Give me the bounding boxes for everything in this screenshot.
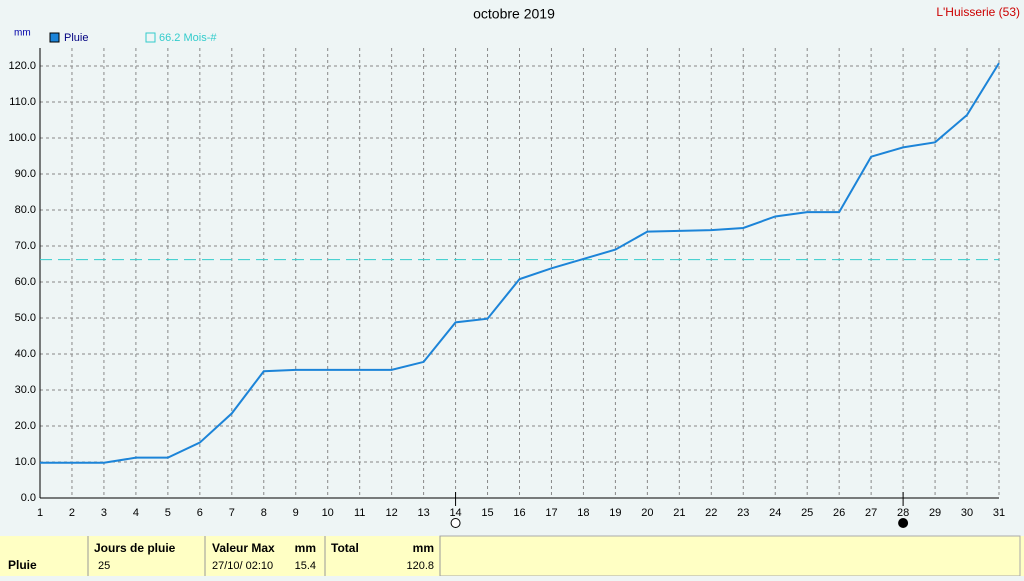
y-tick-label: 110.0 [9,96,36,108]
station: L'Huisserie (53) [936,5,1020,19]
x-tick-label: 15 [481,507,493,519]
cell: 25 [98,560,110,572]
x-tick-label: 31 [993,507,1005,519]
y-tick-label: 40.0 [15,348,36,360]
x-tick-label: 24 [769,507,781,519]
x-tick-label: 22 [705,507,717,519]
y-tick-label: 90.0 [15,168,36,180]
cell: 27/10/ 02:10 [212,560,273,572]
cell: 15.4 [295,560,316,572]
x-tick-label: 28 [897,507,909,519]
x-tick-label: 7 [229,507,235,519]
header: Jours de pluie [94,541,176,555]
x-tick-label: 5 [165,507,171,519]
y-tick-label: 10.0 [15,456,36,468]
y-tick-label: 100.0 [8,132,36,144]
x-tick-label: 27 [865,507,877,519]
x-tick-label: 21 [673,507,685,519]
header: mm [295,541,316,555]
x-tick-label: 11 [354,507,365,519]
x-tick-label: 16 [513,507,525,519]
header: Valeur Max [212,541,275,555]
legend-label: Pluie [64,32,88,44]
x-tick-label: 26 [833,507,845,519]
row-label: Pluie [8,558,37,572]
header: mm [413,541,434,555]
legend-label: 66.2 Mois-# [159,32,217,44]
x-tick-label: 23 [737,507,749,519]
y-tick-label: 80.0 [15,204,36,216]
x-tick-label: 4 [133,507,139,519]
y-tick-label: 20.0 [15,420,36,432]
y-tick-label: 30.0 [15,384,36,396]
x-tick-label: 6 [197,507,203,519]
x-tick-label: 20 [641,507,653,519]
x-tick-label: 18 [577,507,589,519]
moon-phase [898,518,909,528]
y-tick-label: 120.0 [8,60,36,72]
x-tick-label: 12 [386,507,398,519]
header: Total [331,541,359,555]
cell: 120.8 [406,560,434,572]
x-tick-label: 13 [417,507,429,519]
x-tick-label: 19 [609,507,621,519]
x-tick-label: 2 [69,507,75,519]
y-tick-label: 50.0 [15,312,36,324]
x-tick-label: 29 [929,507,941,519]
y-tick-label: 70.0 [15,240,36,252]
legend-swatch [145,32,156,43]
series-line [40,62,1000,464]
y-tick-label: 60.0 [15,276,36,288]
x-tick-label: 8 [261,507,267,519]
x-tick-label: 25 [801,507,813,519]
table-empty [439,535,1021,577]
y-tick-label: 0.0 [21,492,36,504]
x-tick-label: 1 [37,507,43,519]
x-tick-label: 10 [322,507,334,519]
legend-swatch [49,32,60,43]
y-unit: mm [14,28,31,39]
summary-table: Jours de pluie Valeur Max mm Total mm Pl… [0,535,1024,577]
x-tick-label: 9 [293,507,299,519]
x-tick-label: 30 [961,507,973,519]
x-tick-label: 3 [101,507,107,519]
x-tick-label: 14 [449,507,461,519]
x-tick-label: 17 [545,507,557,519]
chart-title: octobre 2019 [473,6,555,22]
moon-phase [450,518,461,528]
